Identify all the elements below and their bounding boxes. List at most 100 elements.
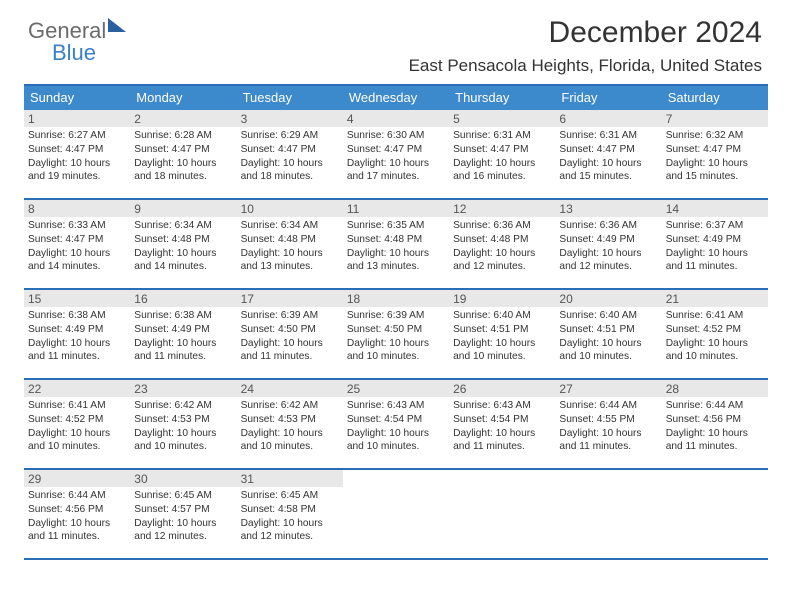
day-sunset: Sunset: 4:51 PM: [453, 323, 551, 337]
day-content: Sunrise: 6:37 AMSunset: 4:49 PMDaylight:…: [662, 217, 768, 278]
day-content: Sunrise: 6:44 AMSunset: 4:56 PMDaylight:…: [24, 487, 130, 548]
calendar-day-cell: 5Sunrise: 6:31 AMSunset: 4:47 PMDaylight…: [449, 110, 555, 198]
calendar-day-cell: 25Sunrise: 6:43 AMSunset: 4:54 PMDayligh…: [343, 380, 449, 468]
day-content: Sunrise: 6:31 AMSunset: 4:47 PMDaylight:…: [555, 127, 661, 188]
day-sunrise: Sunrise: 6:30 AM: [347, 129, 445, 143]
day-content: Sunrise: 6:31 AMSunset: 4:47 PMDaylight:…: [449, 127, 555, 188]
day-day1: Daylight: 10 hours: [559, 427, 657, 441]
calendar-day-cell: 30Sunrise: 6:45 AMSunset: 4:57 PMDayligh…: [130, 470, 236, 558]
day-day2: and 11 minutes.: [666, 440, 764, 454]
day-sunset: Sunset: 4:52 PM: [28, 413, 126, 427]
day-sunset: Sunset: 4:55 PM: [559, 413, 657, 427]
day-number: 12: [449, 200, 555, 217]
day-sunrise: Sunrise: 6:28 AM: [134, 129, 232, 143]
calendar-day-cell: 29Sunrise: 6:44 AMSunset: 4:56 PMDayligh…: [24, 470, 130, 558]
day-sunset: Sunset: 4:48 PM: [347, 233, 445, 247]
day-content: Sunrise: 6:39 AMSunset: 4:50 PMDaylight:…: [343, 307, 449, 368]
day-number: 25: [343, 380, 449, 397]
calendar-week-row: 15Sunrise: 6:38 AMSunset: 4:49 PMDayligh…: [24, 290, 768, 380]
calendar-day-cell: 28Sunrise: 6:44 AMSunset: 4:56 PMDayligh…: [662, 380, 768, 468]
day-number: 15: [24, 290, 130, 307]
page-title: December 2024: [549, 16, 762, 50]
day-content: Sunrise: 6:36 AMSunset: 4:48 PMDaylight:…: [449, 217, 555, 278]
day-day1: Daylight: 10 hours: [241, 157, 339, 171]
day-day1: Daylight: 10 hours: [28, 337, 126, 351]
day-sunset: Sunset: 4:47 PM: [241, 143, 339, 157]
day-content: Sunrise: 6:42 AMSunset: 4:53 PMDaylight:…: [237, 397, 343, 458]
day-sunrise: Sunrise: 6:43 AM: [347, 399, 445, 413]
calendar-day-cell: 26Sunrise: 6:43 AMSunset: 4:54 PMDayligh…: [449, 380, 555, 468]
day-day1: Daylight: 10 hours: [453, 427, 551, 441]
day-sunrise: Sunrise: 6:42 AM: [134, 399, 232, 413]
day-day2: and 15 minutes.: [666, 170, 764, 184]
day-sunset: Sunset: 4:57 PM: [134, 503, 232, 517]
calendar-day-cell: 24Sunrise: 6:42 AMSunset: 4:53 PMDayligh…: [237, 380, 343, 468]
day-sunrise: Sunrise: 6:35 AM: [347, 219, 445, 233]
day-sunset: Sunset: 4:47 PM: [28, 143, 126, 157]
day-sunset: Sunset: 4:56 PM: [666, 413, 764, 427]
day-content: Sunrise: 6:34 AMSunset: 4:48 PMDaylight:…: [130, 217, 236, 278]
day-content: Sunrise: 6:40 AMSunset: 4:51 PMDaylight:…: [449, 307, 555, 368]
day-number: 5: [449, 110, 555, 127]
day-day1: Daylight: 10 hours: [241, 247, 339, 261]
calendar-week-row: 8Sunrise: 6:33 AMSunset: 4:47 PMDaylight…: [24, 200, 768, 290]
day-day1: Daylight: 10 hours: [666, 427, 764, 441]
day-sunrise: Sunrise: 6:42 AM: [241, 399, 339, 413]
day-number: 10: [237, 200, 343, 217]
day-sunset: Sunset: 4:51 PM: [559, 323, 657, 337]
logo-triangle-icon: [108, 18, 126, 32]
day-sunset: Sunset: 4:47 PM: [134, 143, 232, 157]
day-sunrise: Sunrise: 6:43 AM: [453, 399, 551, 413]
day-sunrise: Sunrise: 6:44 AM: [666, 399, 764, 413]
day-content: Sunrise: 6:27 AMSunset: 4:47 PMDaylight:…: [24, 127, 130, 188]
calendar-day-cell: 16Sunrise: 6:38 AMSunset: 4:49 PMDayligh…: [130, 290, 236, 378]
day-sunset: Sunset: 4:54 PM: [453, 413, 551, 427]
day-day1: Daylight: 10 hours: [347, 247, 445, 261]
day-number: 18: [343, 290, 449, 307]
header-friday: Friday: [555, 86, 661, 110]
day-number: 7: [662, 110, 768, 127]
day-number: 19: [449, 290, 555, 307]
day-content: Sunrise: 6:35 AMSunset: 4:48 PMDaylight:…: [343, 217, 449, 278]
day-day2: and 14 minutes.: [134, 260, 232, 274]
day-day1: Daylight: 10 hours: [134, 247, 232, 261]
day-day1: Daylight: 10 hours: [559, 337, 657, 351]
day-sunrise: Sunrise: 6:44 AM: [559, 399, 657, 413]
day-sunset: Sunset: 4:49 PM: [134, 323, 232, 337]
day-number: 6: [555, 110, 661, 127]
day-day1: Daylight: 10 hours: [347, 427, 445, 441]
day-day1: Daylight: 10 hours: [666, 247, 764, 261]
day-content: Sunrise: 6:30 AMSunset: 4:47 PMDaylight:…: [343, 127, 449, 188]
day-day2: and 10 minutes.: [559, 350, 657, 364]
day-sunrise: Sunrise: 6:33 AM: [28, 219, 126, 233]
calendar-day-cell: 10Sunrise: 6:34 AMSunset: 4:48 PMDayligh…: [237, 200, 343, 288]
day-content: Sunrise: 6:41 AMSunset: 4:52 PMDaylight:…: [662, 307, 768, 368]
day-day2: and 11 minutes.: [28, 350, 126, 364]
day-day2: and 12 minutes.: [241, 530, 339, 544]
calendar-day-cell: 6Sunrise: 6:31 AMSunset: 4:47 PMDaylight…: [555, 110, 661, 198]
day-sunrise: Sunrise: 6:36 AM: [453, 219, 551, 233]
calendar-day-cell: [343, 470, 449, 558]
day-content: Sunrise: 6:32 AMSunset: 4:47 PMDaylight:…: [662, 127, 768, 188]
day-day1: Daylight: 10 hours: [666, 337, 764, 351]
day-number: 4: [343, 110, 449, 127]
header-saturday: Saturday: [662, 86, 768, 110]
day-number: 30: [130, 470, 236, 487]
calendar-day-cell: 3Sunrise: 6:29 AMSunset: 4:47 PMDaylight…: [237, 110, 343, 198]
day-day2: and 16 minutes.: [453, 170, 551, 184]
header-wednesday: Wednesday: [343, 86, 449, 110]
day-day1: Daylight: 10 hours: [666, 157, 764, 171]
day-sunset: Sunset: 4:50 PM: [241, 323, 339, 337]
day-number: 8: [24, 200, 130, 217]
day-day2: and 11 minutes.: [453, 440, 551, 454]
day-sunrise: Sunrise: 6:29 AM: [241, 129, 339, 143]
day-sunrise: Sunrise: 6:37 AM: [666, 219, 764, 233]
day-sunrise: Sunrise: 6:40 AM: [453, 309, 551, 323]
day-sunset: Sunset: 4:50 PM: [347, 323, 445, 337]
day-day1: Daylight: 10 hours: [453, 247, 551, 261]
calendar-day-cell: 19Sunrise: 6:40 AMSunset: 4:51 PMDayligh…: [449, 290, 555, 378]
calendar-day-cell: 7Sunrise: 6:32 AMSunset: 4:47 PMDaylight…: [662, 110, 768, 198]
day-number: 21: [662, 290, 768, 307]
day-day1: Daylight: 10 hours: [453, 157, 551, 171]
day-number: 20: [555, 290, 661, 307]
